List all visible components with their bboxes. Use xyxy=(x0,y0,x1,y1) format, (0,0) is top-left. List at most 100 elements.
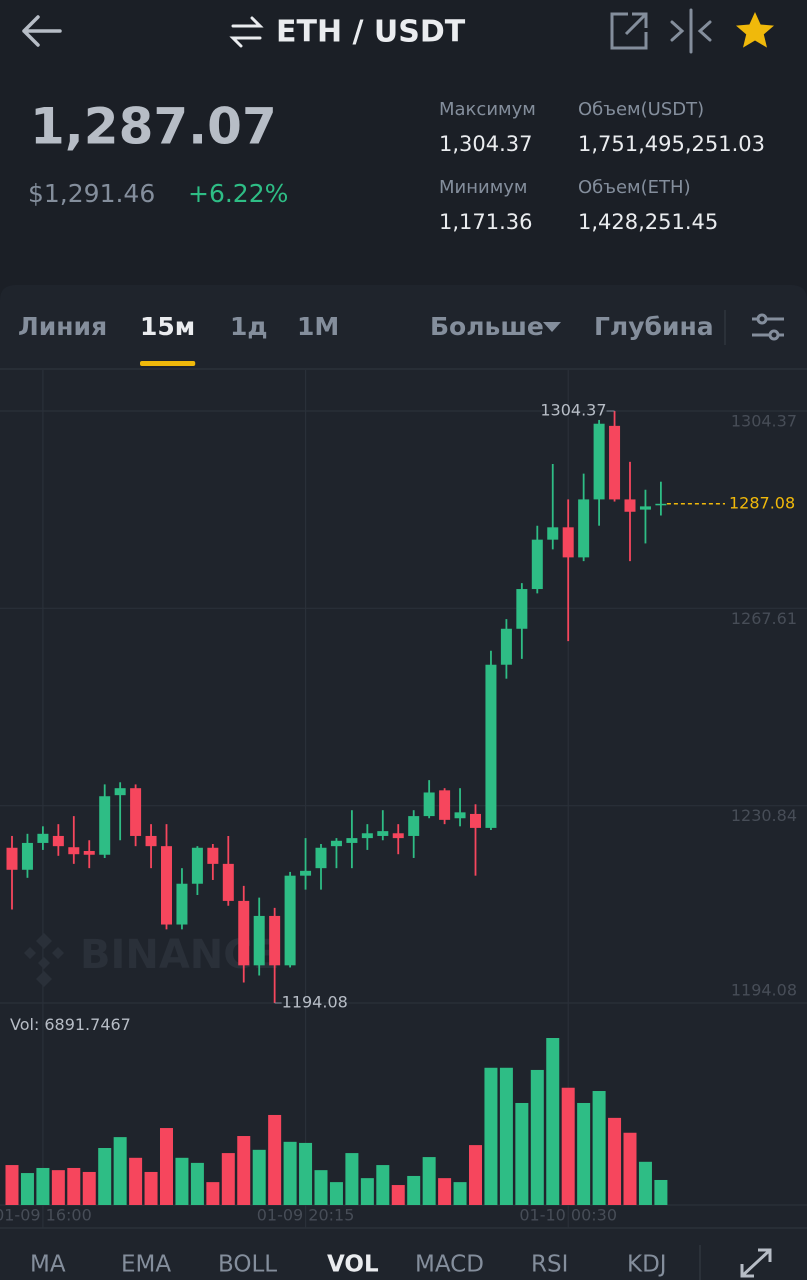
candle-body xyxy=(207,847,219,864)
volume-bar xyxy=(376,1165,390,1205)
candle-body xyxy=(37,833,49,843)
stat-value: 1,428,251.45 xyxy=(578,210,718,234)
volume-bar xyxy=(345,1153,359,1205)
volume-bar xyxy=(98,1148,112,1205)
volume-bar xyxy=(67,1167,81,1205)
candle-body xyxy=(83,850,95,855)
tab[interactable]: 15м xyxy=(140,312,195,341)
volume-bar xyxy=(113,1137,127,1205)
candle-body xyxy=(392,833,404,839)
stat-label: Максимум xyxy=(439,99,536,120)
x-tick-label: 01-09 16:00 xyxy=(0,1206,92,1225)
volume-bar xyxy=(20,1173,34,1205)
timeframe-tabs: Линия 15м 1д 1М Больше Глубина xyxy=(18,312,714,341)
candle-body xyxy=(269,915,281,966)
candle-body xyxy=(145,835,157,847)
swap-icon[interactable] xyxy=(229,16,264,48)
y-tick-label: 1304.37 xyxy=(731,412,797,431)
volume-bar xyxy=(36,1167,50,1205)
volume-bar xyxy=(422,1157,436,1205)
volume-bar xyxy=(314,1170,328,1205)
candle-body xyxy=(624,499,636,512)
plot: 1194.08 1230.84 1267.61 1304.37 01-09 16:00 0… xyxy=(0,370,807,1228)
dropdown-caret xyxy=(543,322,561,332)
candle-body xyxy=(68,847,80,855)
last-price-label: 1287.08 xyxy=(729,493,795,512)
tab[interactable]: Линия xyxy=(18,312,107,341)
volume-bar xyxy=(82,1171,96,1205)
indicator-tab[interactable]: RSI xyxy=(531,1252,568,1278)
candle-body xyxy=(130,788,142,836)
candle-body xyxy=(300,870,312,876)
volume-label: Vol: xyxy=(10,1015,39,1034)
volume-value: 6891.7467 xyxy=(44,1015,131,1034)
volume-bar xyxy=(5,1165,19,1205)
stat-value: 1,171.36 xyxy=(439,210,533,234)
candle-body xyxy=(377,831,389,836)
volume-bar xyxy=(469,1145,482,1205)
volume-bar xyxy=(144,1171,158,1205)
tab[interactable]: 1д xyxy=(230,312,268,341)
volume-bar xyxy=(283,1141,297,1205)
indicator-tab[interactable]: EMA xyxy=(121,1252,171,1278)
indicator-tabs: MA EMA BOLL VOL MACD RSI KDJ xyxy=(30,1252,667,1278)
tab[interactable]: Глубина xyxy=(594,312,714,341)
volume-bar xyxy=(608,1117,622,1205)
volume-bar xyxy=(51,1170,65,1205)
y-tick-label: 1230.84 xyxy=(731,806,797,825)
favorite-star[interactable] xyxy=(736,12,774,48)
chart-panel xyxy=(0,285,807,1280)
indicator-tab[interactable]: MA xyxy=(30,1252,66,1278)
indicator-tab[interactable]: MACD xyxy=(415,1252,484,1278)
volume-caption: Vol: 6891.7467 xyxy=(10,1015,131,1034)
volume-bar xyxy=(592,1091,606,1205)
candle-body xyxy=(6,847,18,870)
volume-bar xyxy=(129,1157,143,1205)
candle-body xyxy=(423,792,435,817)
candle-body xyxy=(439,790,451,820)
settings-button[interactable] xyxy=(752,313,784,341)
candle-body xyxy=(609,425,621,500)
candle-body xyxy=(408,816,420,836)
volume-bar xyxy=(530,1069,544,1205)
indicator-tab[interactable]: KDJ xyxy=(627,1252,667,1278)
compare-button[interactable] xyxy=(670,8,712,54)
indicator-tab[interactable]: BOLL xyxy=(218,1252,277,1278)
candle-body xyxy=(593,423,605,500)
candle-body xyxy=(114,788,126,796)
volume-bar xyxy=(638,1161,652,1205)
candle-body xyxy=(547,527,559,540)
candle-body xyxy=(238,900,250,966)
x-tick-label: 01-09 20:15 xyxy=(257,1206,355,1225)
volume-bar xyxy=(484,1067,498,1205)
volume-bar xyxy=(175,1157,189,1205)
volume-bar xyxy=(160,1128,173,1205)
candle-body xyxy=(52,835,64,847)
stat-value: 1,304.37 xyxy=(439,132,533,156)
open-external-button[interactable] xyxy=(610,12,648,50)
candle-body xyxy=(500,628,512,665)
tab[interactable]: 1М xyxy=(297,312,339,341)
volume-bar xyxy=(654,1179,668,1205)
stat-label: Минимум xyxy=(439,177,528,198)
fullscreen-button[interactable] xyxy=(740,1248,772,1278)
candle-body xyxy=(531,539,543,590)
tab[interactable]: Больше xyxy=(430,312,544,341)
volume-bar xyxy=(577,1102,591,1205)
candle-body xyxy=(21,842,33,870)
candle-body xyxy=(562,527,574,558)
candle-body xyxy=(222,863,234,901)
stat-label: Объем(USDT) xyxy=(578,99,704,120)
price-change: +6.22% xyxy=(188,179,288,208)
candle-body xyxy=(284,875,296,966)
candle-body xyxy=(578,499,590,558)
back-button[interactable] xyxy=(22,15,62,47)
stat-value: 1,751,495,251.03 xyxy=(578,132,765,156)
indicator-tab[interactable]: VOL xyxy=(327,1252,379,1278)
active-tab-underline xyxy=(140,361,196,366)
candle-body xyxy=(470,813,481,828)
x-tick-label: 01-10 00:30 xyxy=(519,1206,617,1225)
candle-body xyxy=(639,506,651,510)
high-label: 1304.37 xyxy=(540,401,606,420)
